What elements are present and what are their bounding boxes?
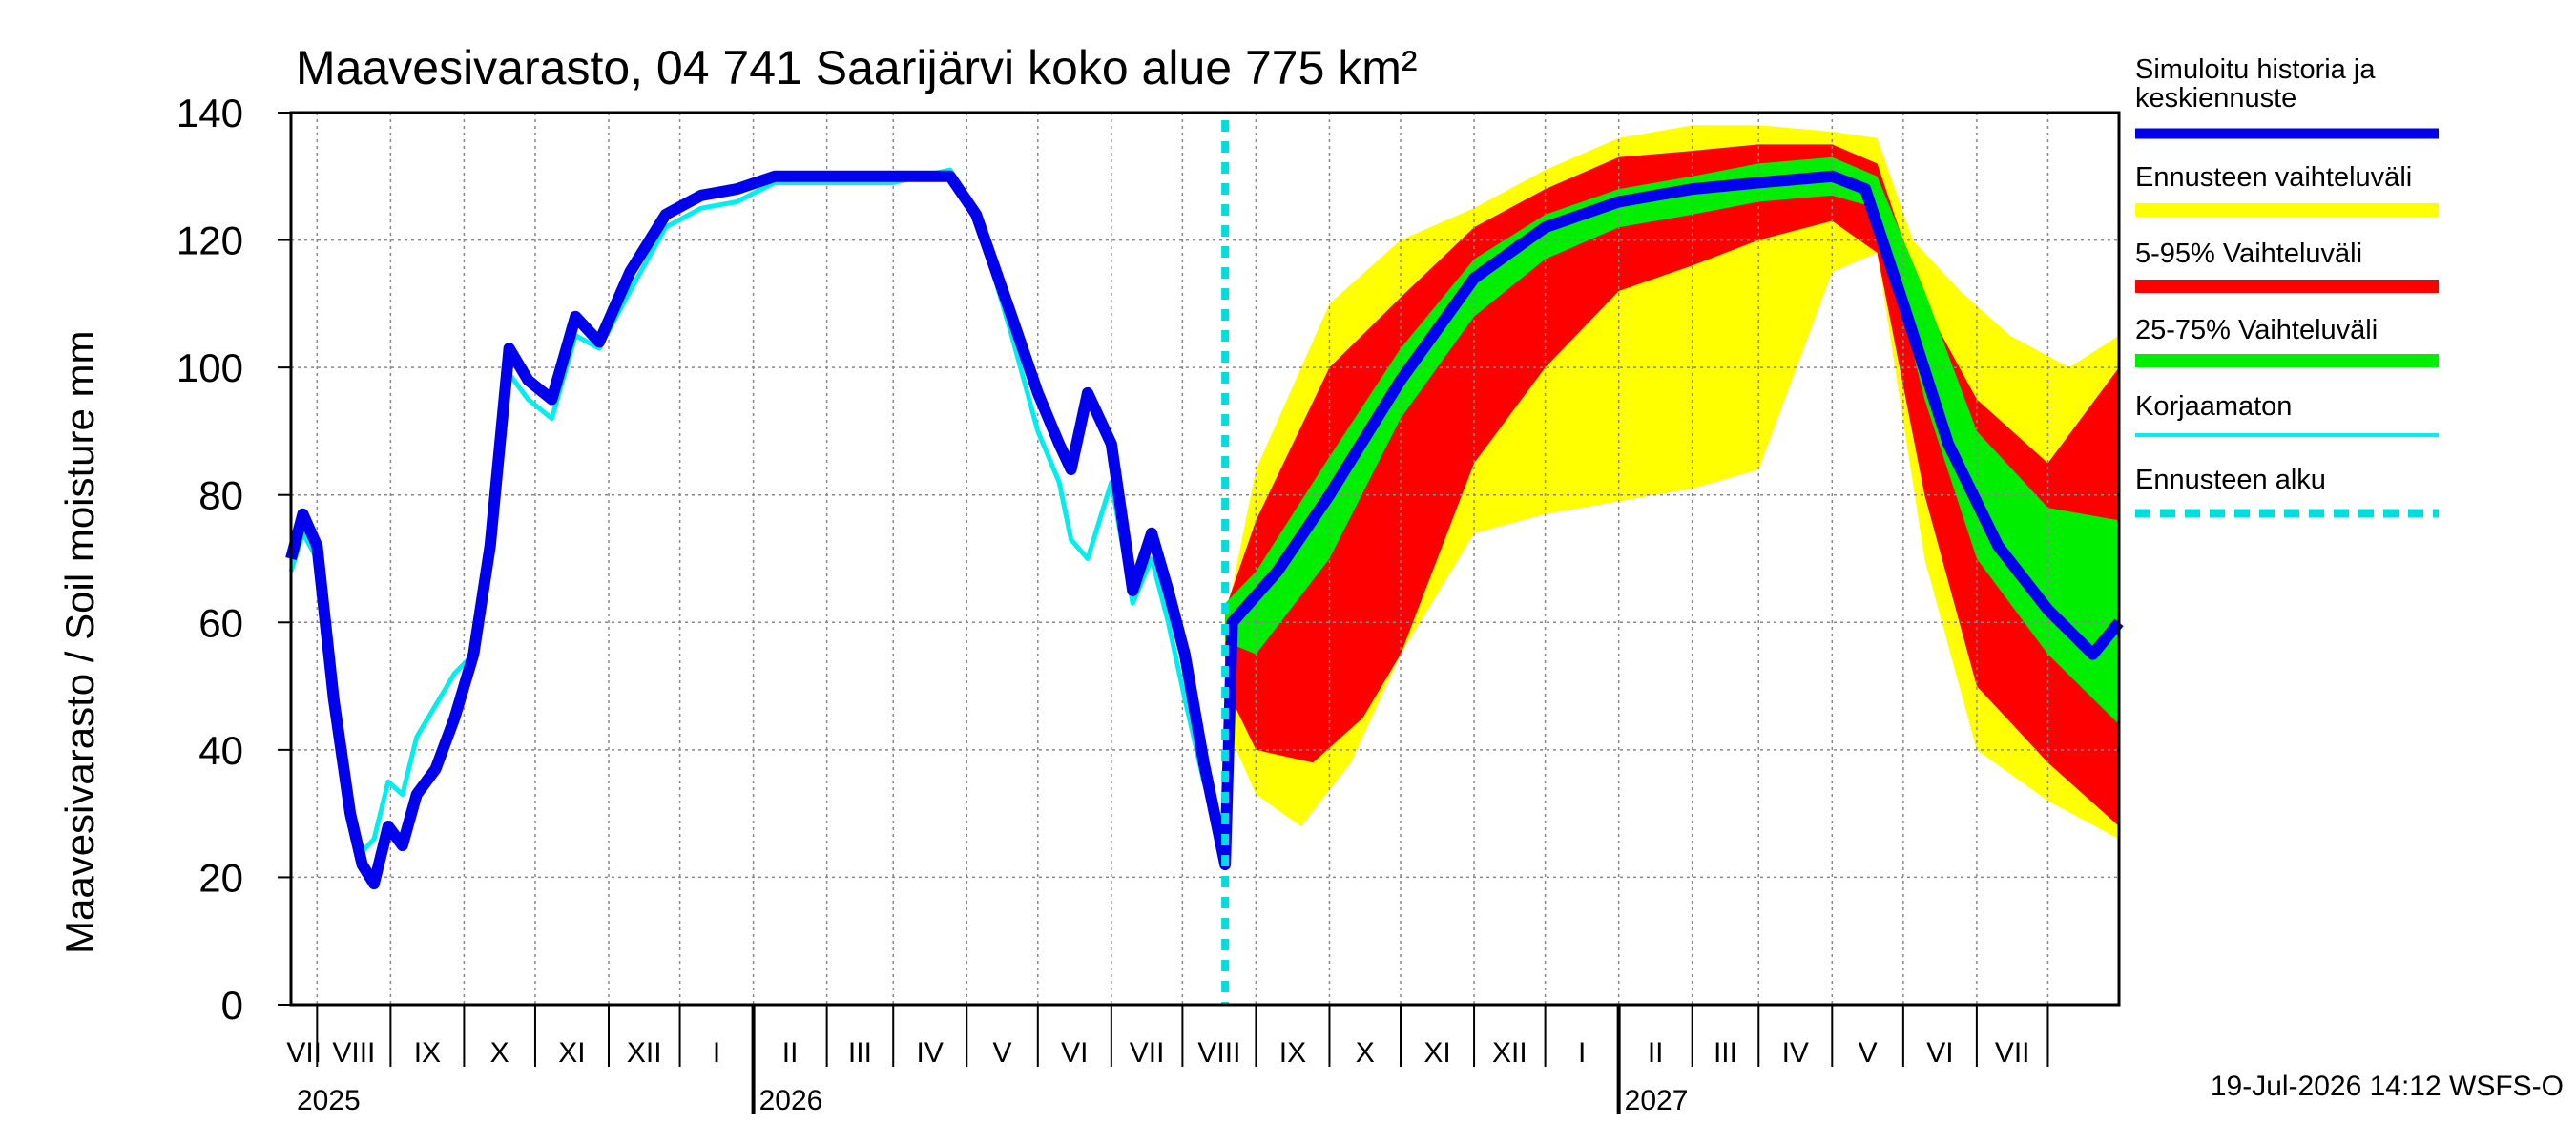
month-label: III: [1714, 1037, 1737, 1069]
month-label: VII: [1995, 1037, 2030, 1069]
y-tick-label: 40: [198, 728, 243, 773]
y-tick-label: 100: [177, 345, 243, 390]
month-label: VIII: [1197, 1037, 1240, 1069]
legend-label: 25-75% Vaihteluväli: [2135, 315, 2378, 345]
month-label: II: [1648, 1037, 1664, 1069]
year-label: 2026: [759, 1085, 823, 1116]
forecast-bands: [1225, 125, 2119, 840]
month-label: VI: [1926, 1037, 1953, 1069]
legend-label: Ennusteen vaihteluväli: [2135, 162, 2412, 193]
grid-lines: [291, 113, 2119, 1005]
month-label: I: [1578, 1037, 1586, 1069]
month-label: X: [490, 1037, 509, 1069]
month-label: XII: [627, 1037, 662, 1069]
y-tick-label: 140: [177, 91, 243, 135]
y-tick-label: 80: [198, 473, 243, 518]
footer-timestamp: 19-Jul-2026 14:12 WSFS-O: [2211, 1071, 2564, 1102]
y-axis-label: Maavesivarasto / Soil moisture mm: [57, 330, 102, 954]
year-label: 2025: [297, 1085, 361, 1116]
y-tick-label: 120: [177, 219, 243, 263]
month-label: VIII: [332, 1037, 375, 1069]
y-tick-label: 20: [198, 855, 243, 900]
legend-label: 5-95% Vaihteluväli: [2135, 239, 2362, 269]
month-label: XI: [1423, 1037, 1450, 1069]
month-label: VII: [1130, 1037, 1165, 1069]
line-simuloitu: [285, 170, 2124, 890]
year-label: 2027: [1625, 1085, 1689, 1116]
month-label: V: [993, 1037, 1012, 1069]
x-axis: VII VIII IX X XI XII I II III IV V VI VII VIII IX X XI XI…: [286, 1005, 2049, 1116]
plot-frame: [289, 111, 2121, 1007]
band-25-75-vaihteluv-li: [1225, 156, 2119, 725]
month-label: II: [782, 1037, 799, 1069]
month-label: V: [1859, 1037, 1878, 1069]
month-label: IX: [414, 1037, 441, 1069]
legend-label: Simuloitu historia ja: [2135, 54, 2376, 85]
plot-area: [285, 111, 2124, 1007]
legend-label: Ennusteen alku: [2135, 465, 2326, 495]
month-label: IV: [1782, 1037, 1809, 1069]
month-label: III: [848, 1037, 872, 1069]
chart-title: Maavesivarasto, 04 741 Saarijärvi koko a…: [296, 41, 1418, 94]
series-lines: [285, 120, 2124, 1005]
month-label: IX: [1279, 1037, 1306, 1069]
month-label: XII: [1492, 1037, 1527, 1069]
month-label: VII: [286, 1037, 322, 1069]
month-label: IV: [917, 1037, 944, 1069]
line-korjaamaton: [288, 167, 1228, 855]
legend-label: keskiennuste: [2135, 83, 2296, 114]
legend-label: Korjaamaton: [2135, 391, 2292, 422]
month-label: X: [1356, 1037, 1375, 1069]
month-label: XI: [558, 1037, 585, 1069]
y-tick-label: 0: [221, 983, 243, 1028]
y-axis-ticks: 0 20 40 60 80 100 120 140: [177, 91, 291, 1028]
month-label: VI: [1061, 1037, 1088, 1069]
month-label: I: [713, 1037, 720, 1069]
y-tick-label: 60: [198, 600, 243, 645]
